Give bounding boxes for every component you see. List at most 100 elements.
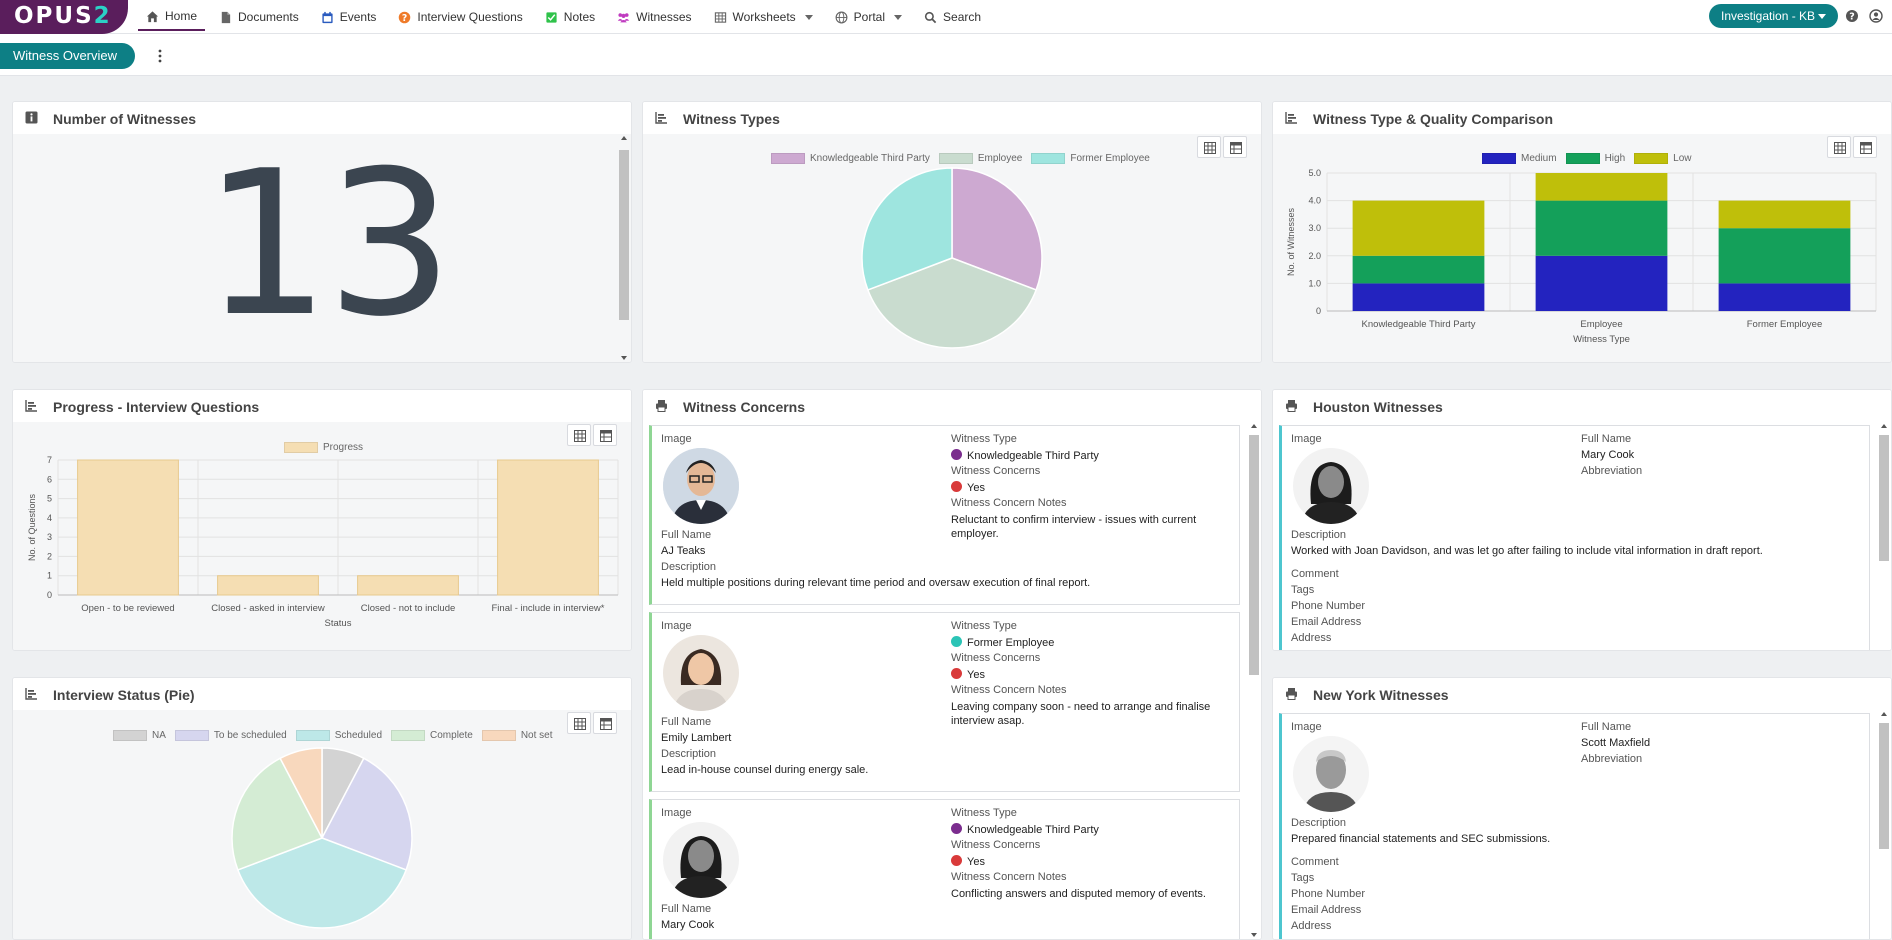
witness-card[interactable]: Image Description Prepared financial sta… [1279,713,1870,939]
witness-card[interactable]: Image Description Worked with Joan David… [1279,425,1870,650]
pie-slice[interactable] [236,837,408,929]
witness-type-label: Witness Type [951,433,1017,445]
opus2-logo[interactable]: OPUS2 [0,0,128,34]
scrollbar[interactable] [1879,422,1889,650]
legend-item[interactable]: Not set [481,730,553,741]
witness-card[interactable]: Image Full Name AJ Teaks Description Hel… [649,425,1240,605]
table-view-button[interactable] [593,424,617,446]
nav-interview-questions[interactable]: ? Interview Questions [390,3,530,31]
scrollbar[interactable] [1249,422,1259,939]
type-color-dot [951,449,962,460]
legend-label: Medium [1521,153,1557,164]
bar[interactable] [497,459,599,596]
y-tick-label: 4.0 [1308,196,1321,206]
pie-slice[interactable] [861,167,953,291]
pie-slice[interactable] [231,757,324,871]
table-icon [600,430,612,442]
table-view-button[interactable] [1853,136,1877,158]
user-icon[interactable] [1869,9,1883,23]
bar[interactable] [1718,228,1851,284]
investigation-selector[interactable]: Investigation - KB [1709,4,1838,28]
bar[interactable] [1718,283,1851,311]
legend-item[interactable]: Employee [938,153,1022,164]
y-tick-label: 0 [47,590,52,600]
bar[interactable] [1535,200,1668,256]
legend-swatch [1031,153,1066,164]
chart-icon [25,688,37,700]
table-view-button[interactable] [1223,136,1247,158]
x-tick-label: Open - to be reviewed [81,603,174,614]
witness-type-value: Knowledgeable Third Party [951,823,1099,836]
legend-item[interactable]: Knowledgeable Third Party [771,153,930,164]
full-name-label: Full Name [1581,433,1632,445]
legend-item[interactable]: To be scheduled [174,730,287,741]
legend-label: High [1604,153,1626,164]
tags-label: Tags [1291,584,1315,596]
witness-overview-tab[interactable]: Witness Overview [0,43,135,69]
nav-home[interactable]: Home [138,3,206,31]
nav-events[interactable]: Events [313,3,385,31]
nav-worksheets-label: Worksheets [732,10,796,24]
scroll-thumb[interactable] [1879,723,1889,849]
nav-portal[interactable]: Portal [827,3,910,31]
legend-item[interactable]: NA [113,730,166,741]
witness-card[interactable]: Image Full Name Emily Lambert Descriptio… [649,612,1240,792]
nav-documents[interactable]: Documents [211,3,307,31]
bar[interactable] [1535,173,1668,201]
legend-item[interactable]: Scheduled [295,730,382,741]
legend-swatch [1634,153,1669,164]
legend-swatch [1482,153,1516,164]
pie-slice[interactable] [320,757,413,871]
x-tick-label: Former Employee [1747,319,1823,330]
legend-item[interactable]: Low [1634,153,1692,164]
panel-title: New York Witnesses [1313,687,1449,703]
nav-events-label: Events [339,10,377,24]
pie-slice[interactable] [279,747,323,839]
calendar-icon [322,11,333,23]
legend-item[interactable]: Former Employee [1031,153,1150,164]
nav-worksheets[interactable]: Worksheets [706,3,821,31]
bar[interactable] [1352,255,1485,284]
nav-search[interactable]: Search [916,3,989,31]
y-axis-label: No. of Questions [27,493,37,561]
bar[interactable] [1535,255,1668,311]
scroll-thumb[interactable] [619,150,629,320]
bar[interactable] [1718,200,1851,229]
scroll-thumb[interactable] [1879,435,1889,561]
bar[interactable] [77,459,179,596]
panel-houston-witnesses: Houston Witnesses Image Description Work… [1272,389,1892,651]
bar[interactable] [1352,283,1485,311]
scrollbar[interactable] [619,134,629,362]
grid-view-button[interactable] [567,712,591,734]
bar[interactable] [357,575,459,596]
printer-icon [1286,688,1297,700]
table-view-button[interactable] [593,712,617,734]
bar[interactable] [1352,200,1485,256]
grid-icon [1204,142,1216,154]
y-tick-label: 4 [47,513,52,523]
pie-slice[interactable] [866,257,1038,349]
grid-view-button[interactable] [567,424,591,446]
grid-view-button[interactable] [1827,136,1851,158]
bar[interactable] [217,575,319,596]
legend-item[interactable]: Complete [391,730,473,741]
concern-notes-value: Leaving company soon - need to arrange a… [951,701,1211,727]
scroll-thumb[interactable] [1249,435,1259,675]
nav-notes-label: Notes [563,10,596,24]
panel-witness-types: Witness Types Knowledgeable Third Party E… [642,101,1262,363]
pie-slice[interactable] [951,167,1043,291]
legend-item[interactable]: High [1565,153,1626,164]
nav-witnesses[interactable]: Witnesses [609,3,699,31]
chart-legend: Knowledgeable Third Party Employee Former … [771,153,1159,164]
legend-item[interactable]: Medium [1482,153,1557,164]
witness-card[interactable]: Image Full Name Mary Cook Witness Type K… [649,799,1240,939]
nav-notes[interactable]: Notes [537,3,603,31]
scrollbar[interactable] [1879,710,1889,939]
printer-icon [656,400,667,412]
help-icon[interactable]: ? [1845,9,1859,23]
description-label: Description [661,561,717,573]
type-color-dot [951,636,962,647]
grid-view-button[interactable] [1197,136,1221,158]
legend-item[interactable]: Progress [284,442,363,453]
more-options-icon[interactable] [156,48,164,64]
